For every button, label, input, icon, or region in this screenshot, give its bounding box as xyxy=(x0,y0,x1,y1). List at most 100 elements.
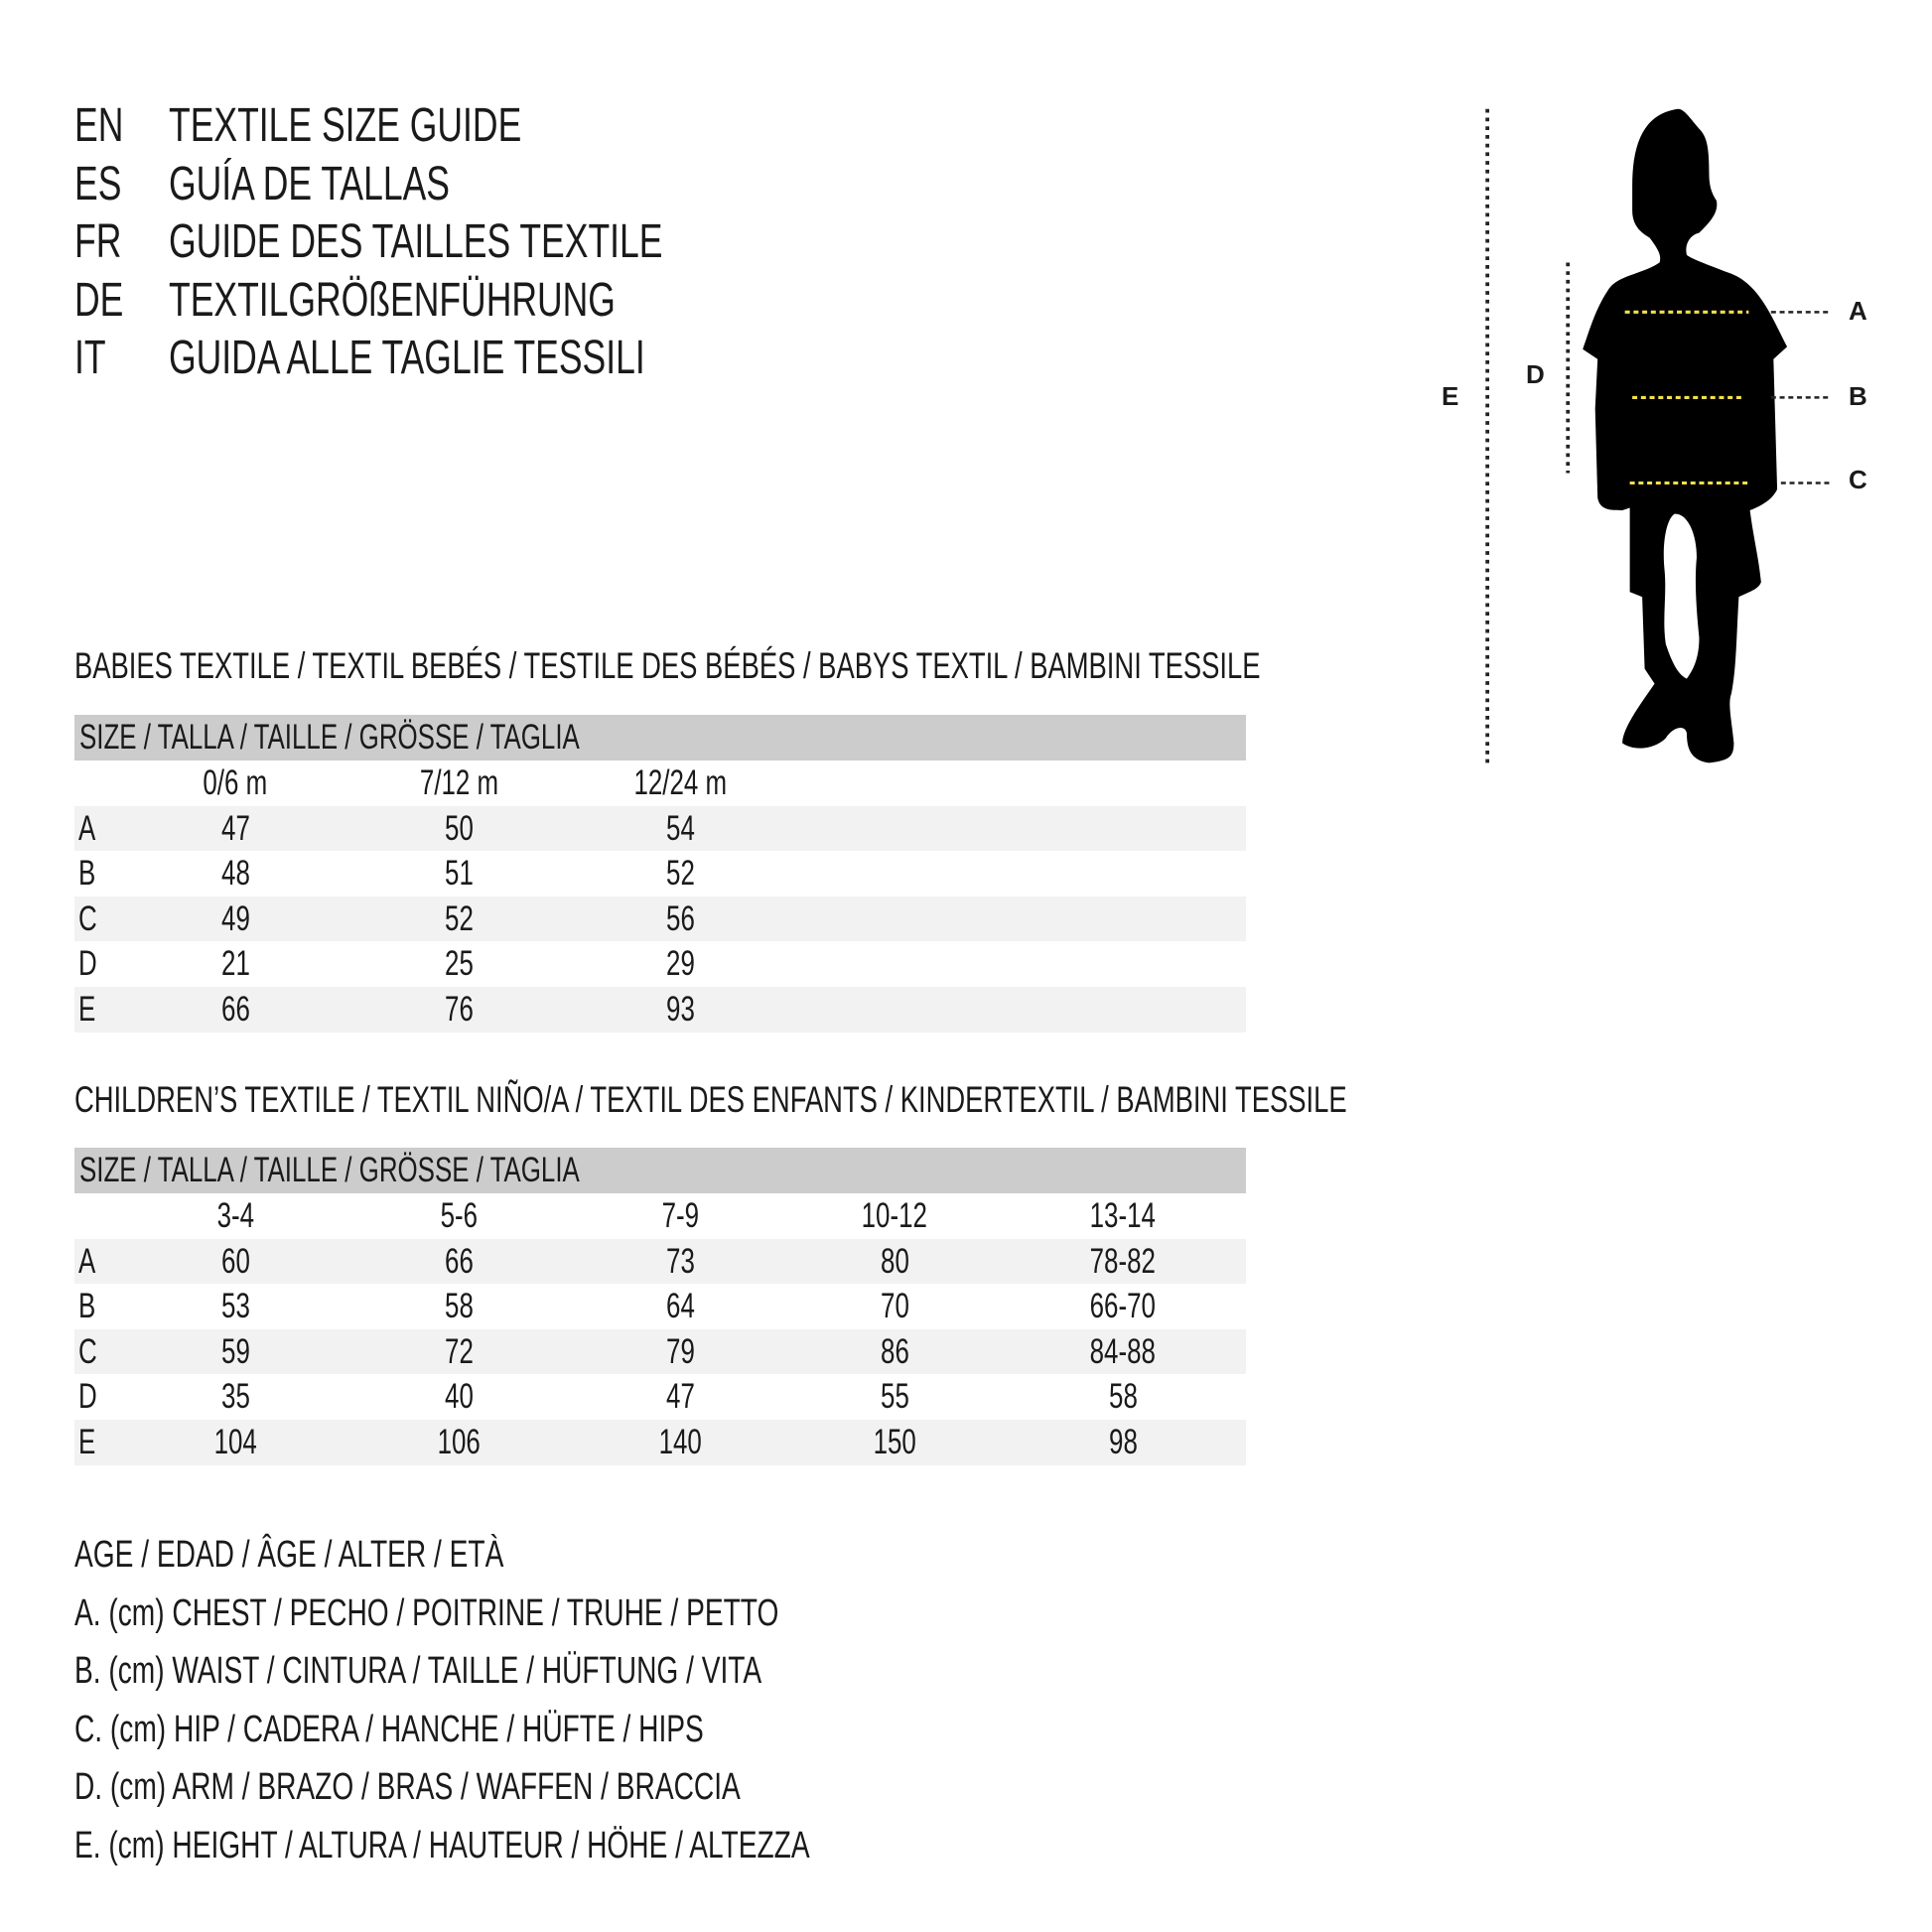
table-cell: 98 xyxy=(1024,1420,1222,1465)
legend-line: A. (cm) CHEST / PECHO / POITRINE / TRUHE… xyxy=(74,1585,1027,1642)
table-cell: 58 xyxy=(359,1284,558,1329)
title-text: GUIDE DES TAILLES TEXTILE xyxy=(169,213,836,271)
table-cell-text: 104 xyxy=(213,1422,257,1461)
row-label: C xyxy=(78,1329,103,1375)
size-header-bar: SIZE / TALLA / TAILLE / GRÖSSE / TAGLIA xyxy=(74,715,1246,760)
table-cell-text: 93 xyxy=(665,989,695,1029)
table-cell: 25 xyxy=(359,941,558,987)
column-header-text: 0/6 m xyxy=(203,763,268,802)
table-cell-text: 49 xyxy=(220,898,250,938)
table-row: D 35 40 47 55 58 xyxy=(74,1374,1246,1420)
row-label: C xyxy=(78,897,103,942)
column-header: 10-12 xyxy=(795,1193,994,1239)
title-text-text: GUIDE DES TAILLES TEXTILE xyxy=(169,215,663,269)
table-cell-text: 52 xyxy=(444,898,474,938)
table-cell: 84-88 xyxy=(1024,1329,1222,1375)
table-cell-text: 47 xyxy=(220,808,250,848)
table-cell: 53 xyxy=(136,1284,335,1329)
title-text: TEXTILGRÖßENFÜHRUNG xyxy=(169,272,772,330)
table-cell: 21 xyxy=(136,941,335,987)
row-label: A xyxy=(78,806,101,852)
table-cell: 73 xyxy=(581,1239,779,1285)
table-cell: 35 xyxy=(136,1374,335,1420)
table-cell-text: 53 xyxy=(220,1287,250,1326)
table-cell-text: 50 xyxy=(444,808,474,848)
title-lang-text: EN xyxy=(74,99,124,152)
label-b: B xyxy=(1849,381,1867,411)
legend-line-text: C. (cm) HIP / CADERA / HANCHE / HÜFTE / … xyxy=(74,1708,704,1750)
row-label: D xyxy=(78,1374,103,1420)
table-cell: 76 xyxy=(359,987,558,1033)
size-header-bar: SIZE / TALLA / TAILLE / GRÖSSE / TAGLIA xyxy=(74,1148,1246,1193)
column-header-row: 3-4 5-6 7-9 10-12 13-14 xyxy=(74,1193,1246,1239)
row-label: E xyxy=(78,1420,101,1465)
label-e: E xyxy=(1442,381,1459,411)
legend-line-text: D. (cm) ARM / BRAZO / BRAS / WAFFEN / BR… xyxy=(74,1766,741,1809)
table-cell-text: 76 xyxy=(444,989,474,1029)
row-label: D xyxy=(78,941,103,987)
row-label-text: D xyxy=(78,944,97,984)
table-row: A 60 66 73 80 78-82 xyxy=(74,1238,1246,1285)
children-heading: CHILDREN’S TEXTILE / TEXTIL NIÑO/A / TEX… xyxy=(74,1079,1347,1120)
table-cell-text: 72 xyxy=(444,1331,474,1371)
table-cell-text: 66 xyxy=(444,1241,474,1281)
children-size-table: SIZE / TALLA / TAILLE / GRÖSSE / TAGLIA 3… xyxy=(74,1148,1246,1465)
table-cell-text: 56 xyxy=(665,898,695,938)
table-cell-text: 98 xyxy=(1108,1422,1138,1461)
table-cell: 52 xyxy=(581,851,779,897)
table-cell: 64 xyxy=(581,1284,779,1329)
title-lang-text: DE xyxy=(74,273,124,327)
title-lang-text: ES xyxy=(74,157,122,210)
table-cell-text: 140 xyxy=(658,1422,702,1461)
table-cell: 58 xyxy=(1024,1374,1222,1420)
table-cell: 49 xyxy=(136,897,335,942)
table-cell: 66-70 xyxy=(1024,1284,1222,1329)
table-cell: 56 xyxy=(581,897,779,942)
legend-line: AGE / EDAD / ÂGE / ALTER / ETÀ xyxy=(74,1526,654,1584)
legend-line-text: AGE / EDAD / ÂGE / ALTER / ETÀ xyxy=(74,1534,504,1576)
size-header-bar-text: SIZE / TALLA / TAILLE / GRÖSSE / TAGLIA xyxy=(79,718,580,757)
legend-line-text: B. (cm) WAIST / CINTURA / TAILLE / HÜFTU… xyxy=(74,1650,762,1693)
column-header: 13-14 xyxy=(1024,1193,1222,1239)
table-cell-text: 150 xyxy=(873,1422,916,1461)
title-lang: DE xyxy=(74,272,141,330)
table-cell: 66 xyxy=(359,1239,558,1285)
table-cell-text: 66-70 xyxy=(1089,1287,1157,1326)
table-cell-text: 66 xyxy=(220,989,250,1029)
title-text: TEXTILE SIZE GUIDE xyxy=(169,97,645,155)
title-text-text: TEXTILGRÖßENFÜHRUNG xyxy=(169,273,616,327)
column-header-text: 3-4 xyxy=(216,1196,254,1235)
table-cell-text: 21 xyxy=(220,944,250,984)
table-cell: 78-82 xyxy=(1024,1239,1222,1285)
label-a: A xyxy=(1849,296,1867,326)
row-label-text: B xyxy=(78,1287,96,1326)
column-header: 0/6 m xyxy=(136,760,335,806)
table-cell: 72 xyxy=(359,1329,558,1375)
table-cell-text: 47 xyxy=(665,1377,695,1417)
table-cell-text: 29 xyxy=(665,944,695,984)
title-text-text: TEXTILE SIZE GUIDE xyxy=(169,99,522,152)
table-cell: 66 xyxy=(136,987,335,1033)
row-label: B xyxy=(78,851,101,897)
table-cell: 59 xyxy=(136,1329,335,1375)
title-lang: EN xyxy=(74,97,141,155)
column-header-text: 10-12 xyxy=(861,1196,928,1235)
row-label: E xyxy=(78,987,101,1033)
table-cell-text: 64 xyxy=(665,1287,695,1326)
table-cell: 93 xyxy=(581,987,779,1033)
row-label-text: A xyxy=(78,808,96,848)
row-label-text: D xyxy=(78,1377,97,1417)
legend-line: C. (cm) HIP / CADERA / HANCHE / HÜFTE / … xyxy=(74,1701,925,1758)
row-label-text: C xyxy=(78,1331,97,1371)
column-header-text: 7-9 xyxy=(661,1196,699,1235)
column-header-text: 12/24 m xyxy=(633,763,727,802)
leg-gap xyxy=(1663,513,1700,679)
table-cell: 80 xyxy=(795,1239,994,1285)
table-cell-text: 35 xyxy=(220,1377,250,1417)
table-cell-text: 79 xyxy=(665,1331,695,1371)
babies-heading: BABIES TEXTILE / TEXTIL BEBÉS / TESTILE … xyxy=(74,645,1261,686)
table-cell-text: 58 xyxy=(1108,1377,1138,1417)
column-header-text: 7/12 m xyxy=(419,763,498,802)
row-label: A xyxy=(78,1239,101,1285)
table-row: A 47 50 54 xyxy=(74,805,1246,852)
